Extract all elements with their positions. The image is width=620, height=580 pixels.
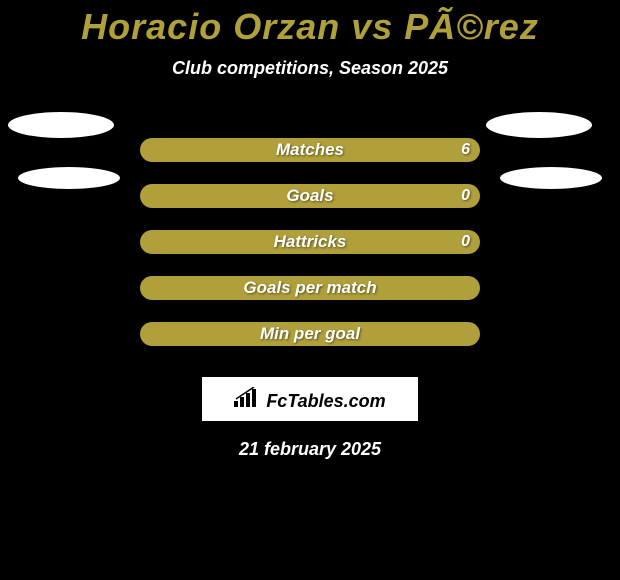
logo-box[interactable]: FcTables.com (202, 377, 418, 421)
stat-row: Hattricks 0 (0, 219, 620, 265)
stats-rows: Matches 6 Goals 0 Hattricks 0 Goals per … (0, 127, 620, 357)
stat-bar-hattricks: Hattricks 0 (140, 230, 480, 254)
stat-label: Goals (286, 186, 333, 206)
bars-icon (234, 387, 260, 407)
stat-bar-goals: Goals 0 (140, 184, 480, 208)
stat-value-right: 6 (461, 141, 470, 159)
page-subtitle: Club competitions, Season 2025 (0, 58, 620, 79)
stat-label: Min per goal (260, 324, 360, 344)
stat-row: Goals per match (0, 265, 620, 311)
stat-row: Goals 0 (0, 173, 620, 219)
stat-bar-goals-per-match: Goals per match (140, 276, 480, 300)
stat-bar-matches: Matches 6 (140, 138, 480, 162)
page-date: 21 february 2025 (0, 439, 620, 460)
stat-bar-min-per-goal: Min per goal (140, 322, 480, 346)
stat-row: Matches 6 (0, 127, 620, 173)
stat-value-right: 0 (461, 187, 470, 205)
stat-value-right: 0 (461, 233, 470, 251)
stat-label: Goals per match (243, 278, 376, 298)
stat-label: Hattricks (274, 232, 347, 252)
stat-row: Min per goal (0, 311, 620, 357)
logo: FcTables.com (234, 387, 385, 412)
logo-text: FcTables.com (266, 391, 385, 412)
stat-label: Matches (276, 140, 344, 160)
page-title: Horacio Orzan vs PÃ©rez (0, 0, 620, 48)
